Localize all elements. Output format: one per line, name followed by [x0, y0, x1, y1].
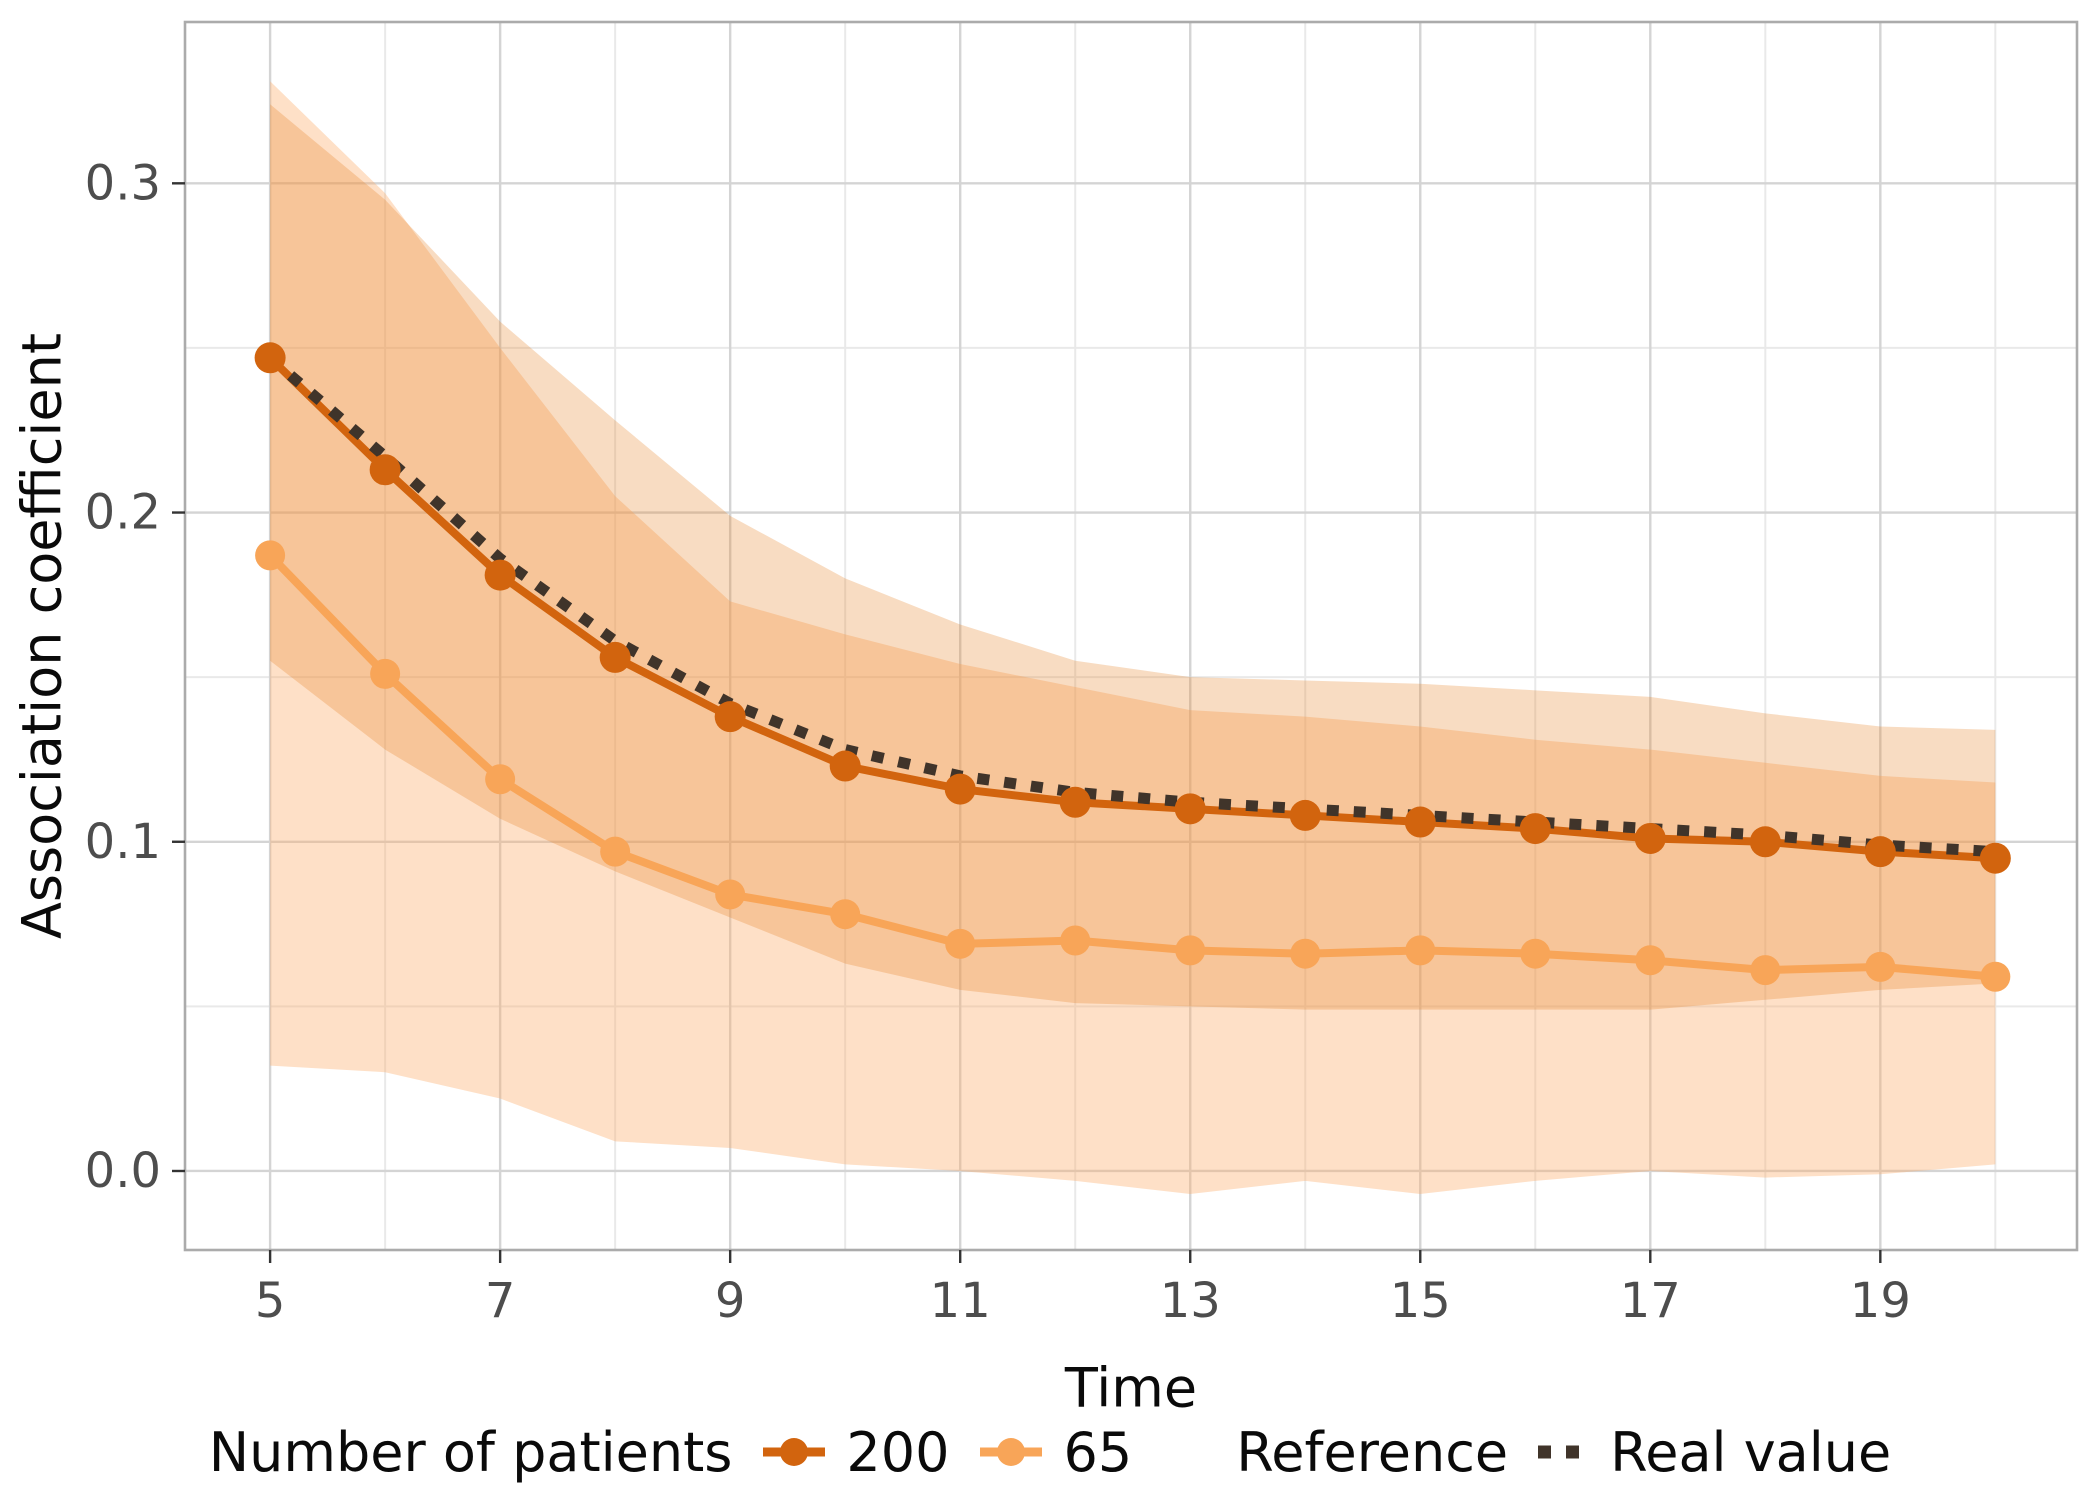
series-200-marker-icon	[763, 1438, 826, 1466]
legend-label-real-value: Real value	[1610, 1420, 1892, 1484]
confidence-band-200	[270, 104, 1996, 1010]
y-axis-title: Association coefficient	[10, 332, 74, 940]
reference-real-value-line	[266, 353, 1996, 858]
svg-text:19: 19	[1850, 1273, 1911, 1329]
legend: Number of patients 200 65 Reference Real…	[0, 1412, 2100, 1492]
svg-text:0.3: 0.3	[85, 155, 161, 211]
y-tick-labels: 0.0 0.1 0.2 0.3	[85, 155, 161, 1199]
svg-text:7: 7	[485, 1273, 516, 1329]
series-200-points	[254, 342, 2011, 874]
legend-item-real-value: Real value	[1534, 1421, 1891, 1484]
x-tick-labels: 5 7 9 11 13 15 17 19	[255, 1273, 1911, 1329]
svg-text:17: 17	[1620, 1273, 1681, 1329]
legend-item-65: 65	[975, 1421, 1132, 1484]
svg-text:0.2: 0.2	[85, 485, 161, 541]
confidence-band-65	[270, 81, 1996, 1195]
svg-text:15: 15	[1390, 1273, 1451, 1329]
svg-text:0.0: 0.0	[85, 1143, 161, 1199]
legend-label-200: 200	[846, 1420, 950, 1484]
legend-title-reference: Reference	[1236, 1420, 1509, 1484]
svg-text:9: 9	[715, 1273, 746, 1329]
series-65-marker-icon	[980, 1438, 1043, 1466]
tick-marks	[172, 182, 1882, 1263]
svg-text:5: 5	[255, 1273, 286, 1329]
series-65-line	[267, 552, 1996, 981]
svg-text:13: 13	[1160, 1273, 1221, 1329]
svg-text:11: 11	[930, 1273, 991, 1329]
legend-item-200: 200	[758, 1421, 949, 1484]
legend-title-patients: Number of patients	[208, 1420, 733, 1484]
x-axis-title: Time	[1064, 1356, 1198, 1420]
svg-text:0.1: 0.1	[85, 814, 161, 870]
grid-major	[185, 22, 2077, 1250]
reference-dotted-key-icon	[1538, 1445, 1593, 1459]
legend-label-65: 65	[1063, 1420, 1133, 1484]
panel-border	[183, 20, 2079, 1252]
series-65-points	[255, 540, 2011, 992]
series-200-line	[267, 354, 1996, 863]
